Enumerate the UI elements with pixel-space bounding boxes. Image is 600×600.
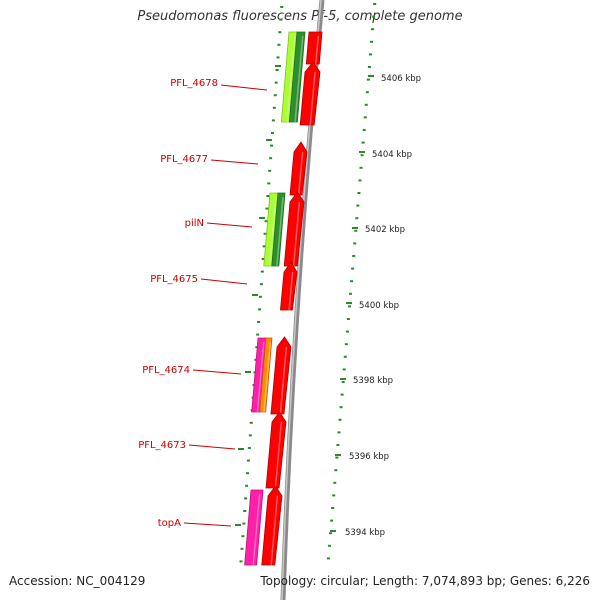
- feature-block-highlight: [256, 341, 265, 413]
- gene-label-piln: pilN: [185, 218, 204, 229]
- gene-arrow-highlight: [270, 495, 279, 566]
- feature-block-highlight: [263, 341, 272, 413]
- feature-block: [271, 192, 286, 267]
- gene-arrow: [279, 261, 298, 311]
- scale-label-5404: 5404 kbp: [372, 150, 412, 160]
- gene-label-connector: [192, 369, 242, 375]
- gene-arrow: [265, 411, 287, 489]
- gene-arrow-highlight: [279, 346, 288, 415]
- gene-arrow-highlight: [297, 151, 304, 196]
- scale-label-5402: 5402 kbp: [365, 225, 405, 235]
- gene-arrow-highlight: [274, 421, 283, 489]
- scale-label-5406: 5406 kbp: [381, 74, 421, 84]
- gene-label-connector: [220, 84, 268, 91]
- scale-label-5400: 5400 kbp: [359, 301, 399, 311]
- genome-summary-text: Topology: circular; Length: 7,074,893 bp…: [260, 574, 590, 588]
- gene-label-pfl-4677: PFL_4677: [160, 154, 208, 165]
- scale-label-5398: 5398 kbp: [353, 376, 393, 386]
- feature-block-highlight: [268, 196, 277, 267]
- gene-label-connector: [210, 159, 259, 165]
- outer-dotted-track: [326, 3, 377, 560]
- gene-arrow: [270, 336, 292, 415]
- gene-arrow: [305, 31, 323, 65]
- gene-label-connector: [200, 278, 248, 285]
- gene-label-pfl-4673: PFL_4673: [138, 440, 186, 451]
- feature-block-highlight: [286, 35, 296, 123]
- gene-label-connector: [183, 522, 232, 527]
- gene-arrow: [299, 61, 321, 126]
- feature-block: [259, 337, 273, 413]
- accession-text: Accession: NC_004129: [9, 574, 146, 588]
- gene-arrow-highlight: [292, 201, 301, 267]
- gene-label-pfl-4674: PFL_4674: [142, 365, 190, 376]
- feature-block-highlight: [294, 35, 304, 123]
- gene-arrow-highlight: [314, 35, 320, 65]
- gene-label-connector: [206, 222, 253, 228]
- feature-block-highlight: [276, 196, 284, 267]
- map-title: Pseudomonas fluorescens Pf-5, complete g…: [137, 9, 463, 24]
- feature-block: [244, 489, 264, 566]
- gene-label-topa: topA: [158, 518, 181, 529]
- gene-arrow-highlight: [288, 271, 294, 311]
- gene-arrow-highlight: [309, 71, 316, 126]
- feature-block: [288, 31, 306, 123]
- feature-block-highlight: [252, 493, 261, 566]
- gene-features: [244, 31, 323, 566]
- gene-label-pfl-4675: PFL_4675: [150, 274, 198, 285]
- scale-label-5396: 5396 kbp: [349, 452, 389, 462]
- scale-label-5394: 5394 kbp: [345, 528, 385, 538]
- gene-label-lines: [183, 84, 268, 527]
- gene-arrow: [261, 485, 283, 566]
- gene-label-pfl-4678: PFL_4678: [170, 78, 218, 89]
- gene-label-connector: [188, 444, 236, 450]
